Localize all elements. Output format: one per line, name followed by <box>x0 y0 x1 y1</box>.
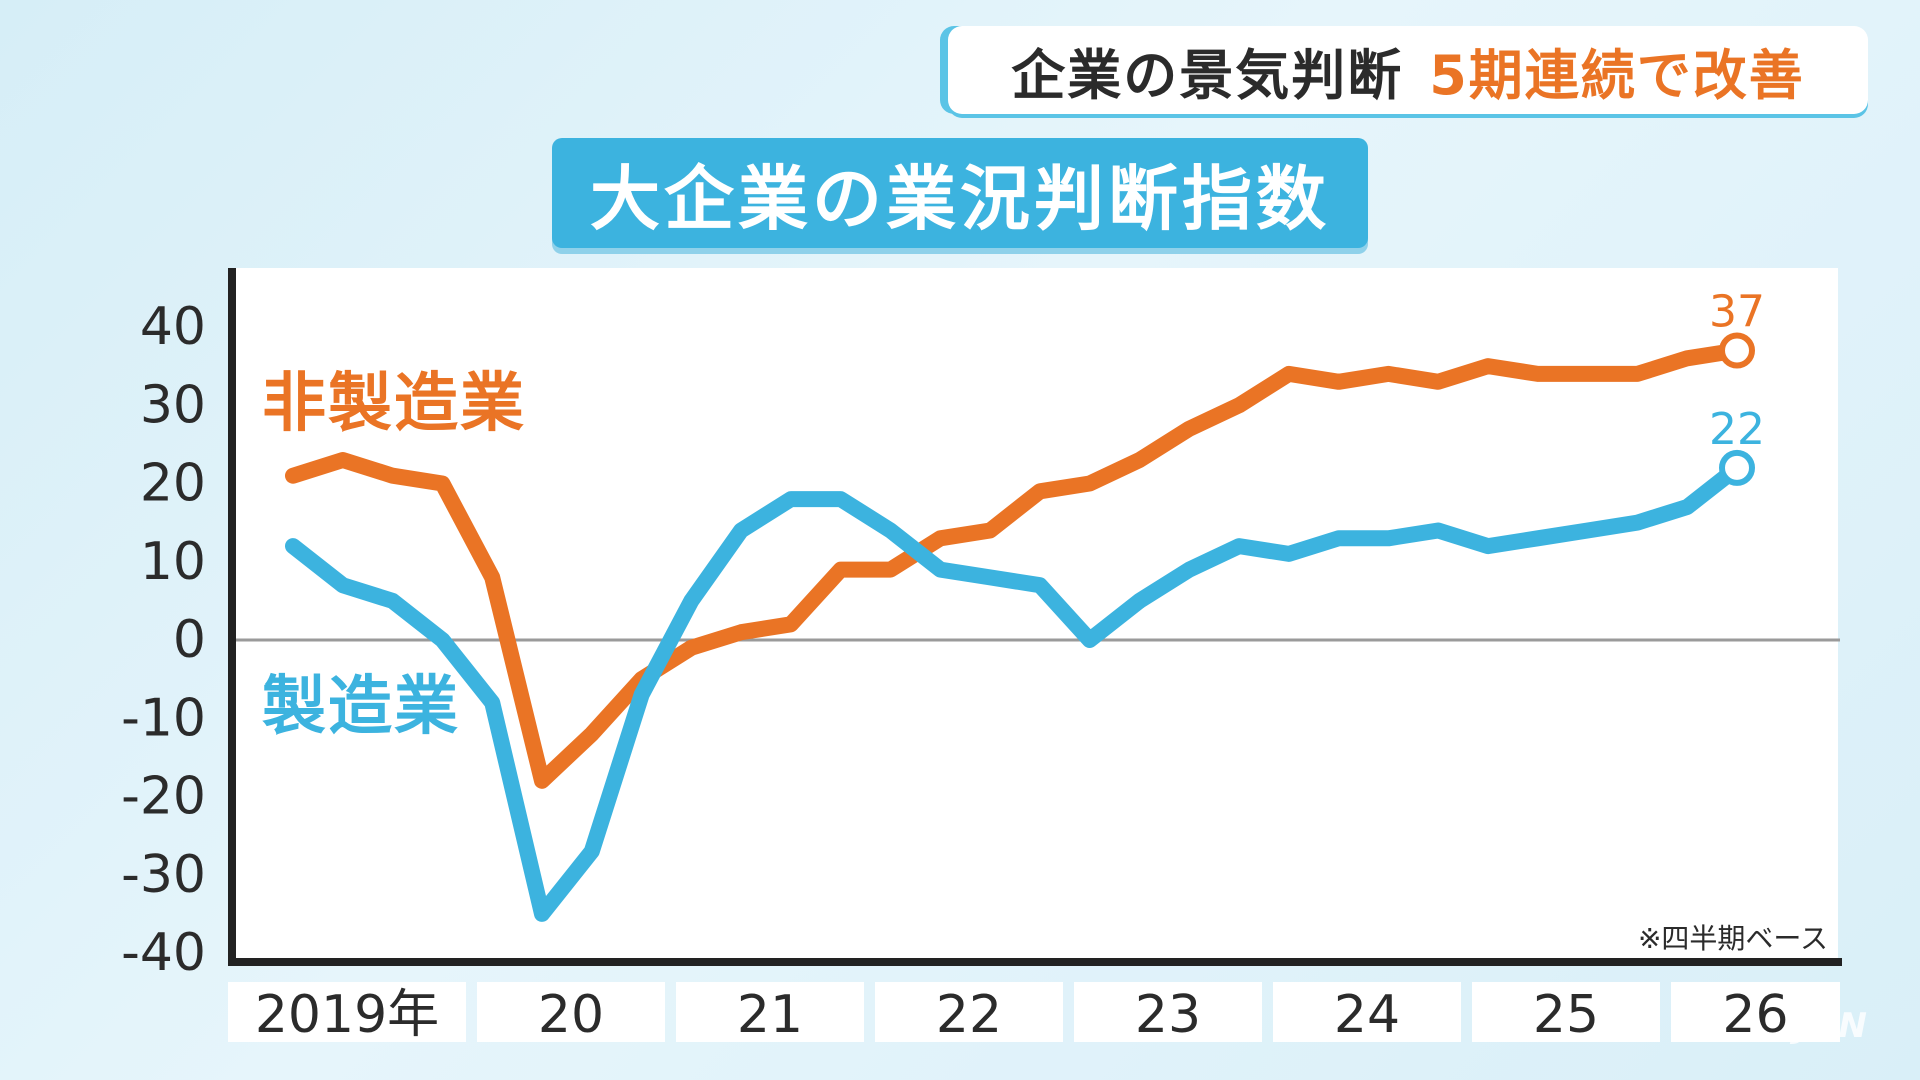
x-tick-label: 21 <box>737 985 803 1045</box>
y-tick-label: -10 <box>121 688 206 748</box>
end-point-marker <box>1719 332 1755 369</box>
x-tick-label: 24 <box>1334 985 1400 1045</box>
headline-accent: 5期連続で改善 <box>1429 43 1805 107</box>
series-name-label: 製造業 <box>262 670 460 744</box>
y-tick-label: 40 <box>140 297 206 357</box>
x-category-box <box>1273 982 1461 1042</box>
x-tick-label: 22 <box>936 985 1002 1045</box>
x-tick-label: 25 <box>1533 985 1599 1045</box>
series-name-label: 非製造業 <box>262 367 526 441</box>
end-point-marker <box>1719 449 1755 486</box>
chart-title: 大企業の業況判断指数 <box>552 138 1368 248</box>
x-category-box <box>676 982 864 1042</box>
x-category-box <box>228 982 466 1042</box>
end-value-label: 22 <box>1709 404 1765 455</box>
x-category-box <box>1074 982 1262 1042</box>
x-tick-label: 26 <box>1722 985 1788 1045</box>
chart-note: ※四半期ベース <box>1638 922 1828 955</box>
y-tick-label: 20 <box>140 454 206 514</box>
series-line <box>285 342 1745 789</box>
y-tick-label: -20 <box>121 767 206 827</box>
x-category-box <box>1472 982 1660 1042</box>
headline-banner: 企業の景気判断 5期連続で改善 <box>948 26 1868 114</box>
end-value-label: 37 <box>1709 286 1765 337</box>
x-tick-label: 20 <box>538 985 604 1045</box>
y-tick-label: 30 <box>140 375 206 435</box>
x-tick-label: 2019年 <box>255 985 439 1045</box>
x-tick-label: 23 <box>1135 985 1201 1045</box>
broadcaster-logo: JNN <box>1795 1006 1868 1046</box>
y-tick-label: 10 <box>140 532 206 592</box>
y-tick-label: 0 <box>173 610 206 670</box>
y-tick-label: -40 <box>121 923 206 983</box>
y-tick-label: -30 <box>121 845 206 905</box>
x-category-box <box>1671 982 1840 1042</box>
headline-text: 企業の景気判断 <box>1011 43 1404 107</box>
x-category-box <box>875 982 1063 1042</box>
series-line <box>285 459 1745 922</box>
x-category-box <box>477 982 665 1042</box>
